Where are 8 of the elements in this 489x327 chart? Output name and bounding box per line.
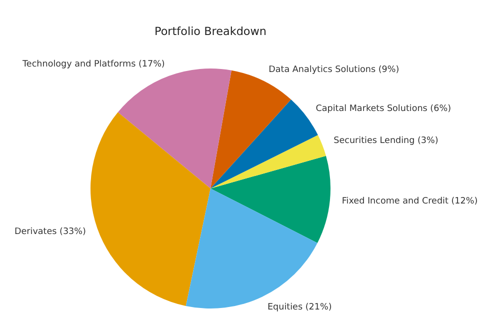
slice-label: Equities (21%) [267, 302, 332, 313]
slice-label: Technology and Platforms (17%) [22, 60, 165, 70]
slice-label: Capital Markets Solutions (6%) [316, 104, 451, 114]
slice-label: Securities Lending (3%) [334, 136, 438, 146]
slice-label: Data Analytics Solutions (9%) [268, 64, 400, 75]
chart-title: Portfolio Breakdown [154, 25, 267, 38]
slice-label: Fixed Income and Credit (12%) [342, 196, 478, 206]
slice-label: Derivates (33%) [14, 227, 86, 238]
